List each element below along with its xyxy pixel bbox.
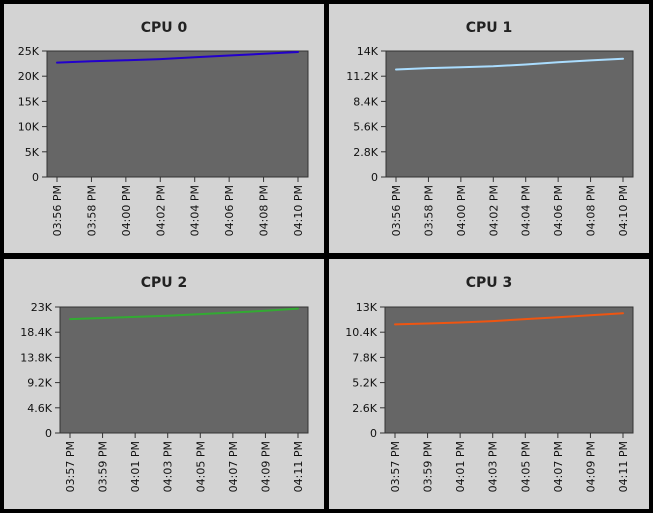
x-tick-label: 04:03 PM — [487, 441, 500, 492]
x-tick-label: 04:03 PM — [162, 441, 175, 492]
series-line — [395, 57, 624, 71]
x-tick-label: 04:10 PM — [292, 185, 305, 236]
x-tick-label: 03:59 PM — [422, 441, 435, 492]
x-tick-label: 04:09 PM — [259, 441, 272, 492]
x-tick-label: 04:09 PM — [584, 441, 597, 492]
y-tick-label: 7.8K — [352, 351, 377, 364]
x-tick-label: 03:58 PM — [422, 185, 435, 236]
y-tick-label: 23K — [31, 301, 53, 314]
chart-svg: 0 2.6K 5.2K 7.8K 10.4K 13K 03:57 PM 03:59 PM 04:… — [345, 301, 634, 492]
chart-title: CPU 0 — [140, 20, 188, 36]
chart-svg: 0 4.6K 9.2K 13.8K 18.4K 23K 03:57 PM 03:59 PM 04… — [20, 301, 309, 492]
x-tick-label: 04:08 PM — [585, 185, 598, 236]
x-tick-label: 04:02 PM — [487, 185, 500, 236]
x-tick-label: 04:02 PM — [154, 185, 167, 236]
x-tick-label: 03:59 PM — [97, 441, 110, 492]
plot-area — [384, 306, 634, 434]
chart-title: CPU 3 — [465, 275, 513, 291]
x-tick-label: 04:10 PM — [617, 185, 630, 236]
chart-title: CPU 2 — [140, 275, 188, 291]
y-tick-label: 15K — [18, 95, 40, 108]
y-tick-label: 14K — [357, 45, 379, 58]
y-tick-label: 0 — [32, 171, 39, 184]
y-tick-label: 13K — [356, 301, 378, 314]
y-tick-label: 8.4K — [353, 95, 378, 108]
x-tick-label: 04:01 PM — [454, 441, 467, 492]
y-tick-label: 5K — [25, 146, 40, 159]
y-tick-label: 4.6K — [27, 402, 52, 415]
x-tick-label: 04:05 PM — [519, 441, 532, 492]
chart-panel-cpu-1: CPU 1 0 2.8K 5.6K 8.4K 11.2K 14K 03:56 PM 03:58… — [329, 4, 649, 253]
plot-area — [46, 50, 309, 178]
x-tick-label: 04:11 PM — [617, 441, 630, 492]
x-tick-label: 04:04 PM — [520, 185, 533, 236]
x-tick-label: 04:08 PM — [258, 185, 271, 236]
plot-area — [385, 50, 634, 178]
chart-panel-cpu-2: CPU 2 0 4.6K 9.2K 13.8K 18.4K 23K 03:57 PM 03:5… — [4, 259, 324, 509]
y-tick-label: 0 — [370, 427, 377, 440]
x-tick-label: 04:11 PM — [292, 441, 305, 492]
x-tick-label: 04:06 PM — [223, 185, 236, 236]
chart-title: CPU 1 — [465, 20, 513, 36]
chart-panel-cpu-0: CPU 0 0 5K 10K 15K 20K 25K 03:56 PM 03:58 PM 04:… — [4, 4, 324, 253]
y-tick-label: 9.2K — [27, 377, 52, 390]
series-line — [394, 312, 624, 326]
series-line — [56, 51, 299, 64]
x-tick-label: 03:57 PM — [389, 441, 402, 492]
y-tick-label: 2.6K — [352, 402, 377, 415]
plot-area — [59, 306, 309, 434]
x-tick-label: 04:05 PM — [194, 441, 207, 492]
y-tick-label: 5.6K — [353, 121, 378, 134]
x-tick-label: 04:00 PM — [120, 185, 133, 236]
y-tick-label: 10.4K — [345, 326, 377, 339]
x-tick-label: 04:06 PM — [552, 185, 565, 236]
x-tick-label: 04:04 PM — [189, 185, 202, 236]
y-tick-label: 0 — [45, 427, 52, 440]
y-tick-label: 10K — [18, 121, 40, 134]
x-tick-label: 03:58 PM — [85, 185, 98, 236]
chart-panel-cpu-3: CPU 3 0 2.6K 5.2K 7.8K 10.4K 13K 03:57 PM 03:59… — [329, 259, 649, 509]
x-tick-label: 03:56 PM — [390, 185, 403, 236]
y-tick-label: 25K — [18, 45, 40, 58]
x-tick-label: 04:07 PM — [552, 441, 565, 492]
y-tick-label: 20K — [18, 70, 40, 83]
y-tick-label: 0 — [371, 171, 378, 184]
x-tick-label: 03:57 PM — [64, 441, 77, 492]
x-tick-label: 04:00 PM — [455, 185, 468, 236]
series-line — [69, 307, 299, 321]
x-tick-label: 04:01 PM — [129, 441, 142, 492]
y-tick-label: 13.8K — [20, 351, 52, 364]
y-tick-label: 18.4K — [20, 326, 52, 339]
chart-svg: 0 5K 10K 15K 20K 25K 03:56 PM 03:58 PM 04:00 PM 0… — [18, 45, 309, 236]
chart-svg: 0 2.8K 5.6K 8.4K 11.2K 14K 03:56 PM 03:58 PM 04:… — [346, 45, 634, 236]
y-tick-label: 5.2K — [352, 377, 377, 390]
y-tick-label: 11.2K — [346, 70, 378, 83]
x-tick-label: 04:07 PM — [227, 441, 240, 492]
x-tick-label: 03:56 PM — [51, 185, 64, 236]
y-tick-label: 2.8K — [353, 146, 378, 159]
